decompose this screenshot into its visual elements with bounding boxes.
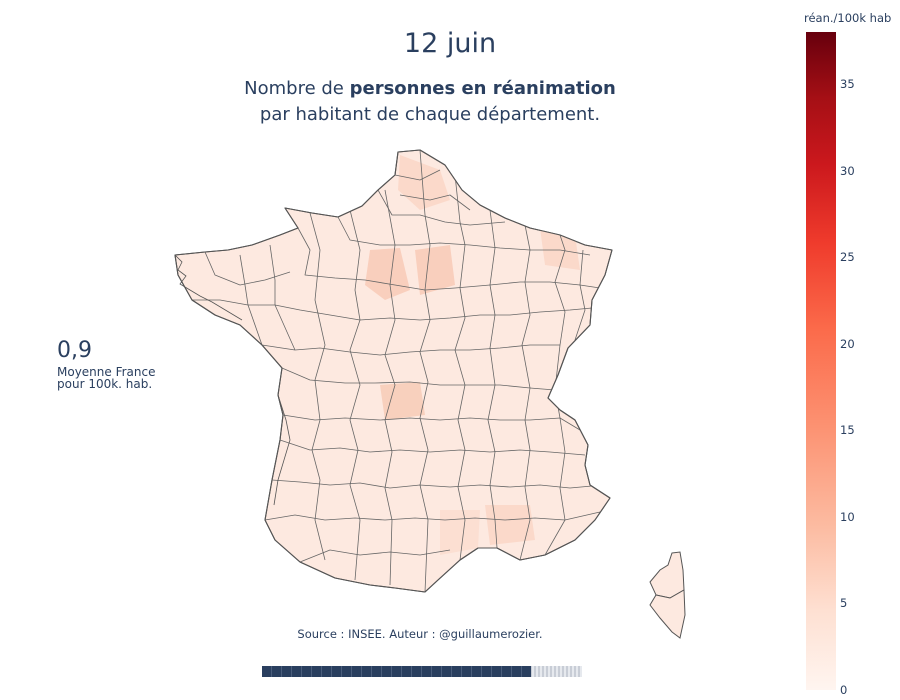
colorbar-tick-label: 30 bbox=[840, 163, 855, 178]
department-borders bbox=[192, 150, 601, 592]
department-highlight[interactable] bbox=[540, 228, 580, 270]
chart-title: 12 juin bbox=[403, 28, 497, 59]
colorbar-tick-label: 0 bbox=[840, 683, 848, 697]
colorbar-tick-label: 5 bbox=[840, 596, 848, 611]
department-highlight[interactable] bbox=[380, 382, 425, 420]
average-label: Moyenne France pour 100k. hab. bbox=[57, 366, 156, 390]
france-map[interactable] bbox=[0, 0, 800, 700]
date-slider-fill[interactable] bbox=[262, 666, 531, 677]
department-areas bbox=[192, 150, 601, 592]
corsica-north[interactable] bbox=[649, 551, 685, 599]
corsica-south[interactable] bbox=[649, 589, 686, 639]
subtitle-prefix: Nombre de bbox=[244, 78, 350, 99]
colorbar-title: réan./100k hab bbox=[804, 11, 892, 25]
chart-subtitle: Nombre de personnes en réanimation par h… bbox=[0, 76, 860, 128]
department-highlight[interactable] bbox=[415, 245, 455, 295]
department-highlight[interactable] bbox=[485, 505, 535, 545]
subtitle-line2: par habitant de chaque département. bbox=[259, 104, 601, 125]
department-highlight[interactable] bbox=[365, 248, 410, 300]
brittany-coast bbox=[174, 254, 243, 321]
colorbar-tick-label: 35 bbox=[840, 76, 855, 91]
colorbar bbox=[806, 32, 836, 690]
average-label-line1: Moyenne France bbox=[57, 365, 156, 379]
mainland-outline bbox=[174, 149, 613, 593]
average-value: 0,9 bbox=[57, 338, 92, 363]
average-label-line2: pour 100k. hab. bbox=[57, 377, 153, 391]
department-highlight[interactable] bbox=[440, 510, 480, 555]
mainland-outline-top bbox=[174, 149, 613, 593]
subtitle-bold: personnes en réanimation bbox=[349, 78, 616, 99]
colorbar-tick-label: 20 bbox=[840, 336, 855, 351]
mainland-france bbox=[174, 149, 613, 593]
atlantic-coast bbox=[273, 394, 291, 506]
colorbar-tick-label: 25 bbox=[840, 250, 855, 265]
department-highlight[interactable] bbox=[398, 155, 450, 210]
colorbar-tick-label: 10 bbox=[840, 509, 855, 524]
corsica bbox=[649, 551, 686, 639]
source-text: Source : INSEE. Auteur : @guillaumerozie… bbox=[297, 627, 543, 641]
colorbar-tick-label: 15 bbox=[840, 423, 855, 438]
